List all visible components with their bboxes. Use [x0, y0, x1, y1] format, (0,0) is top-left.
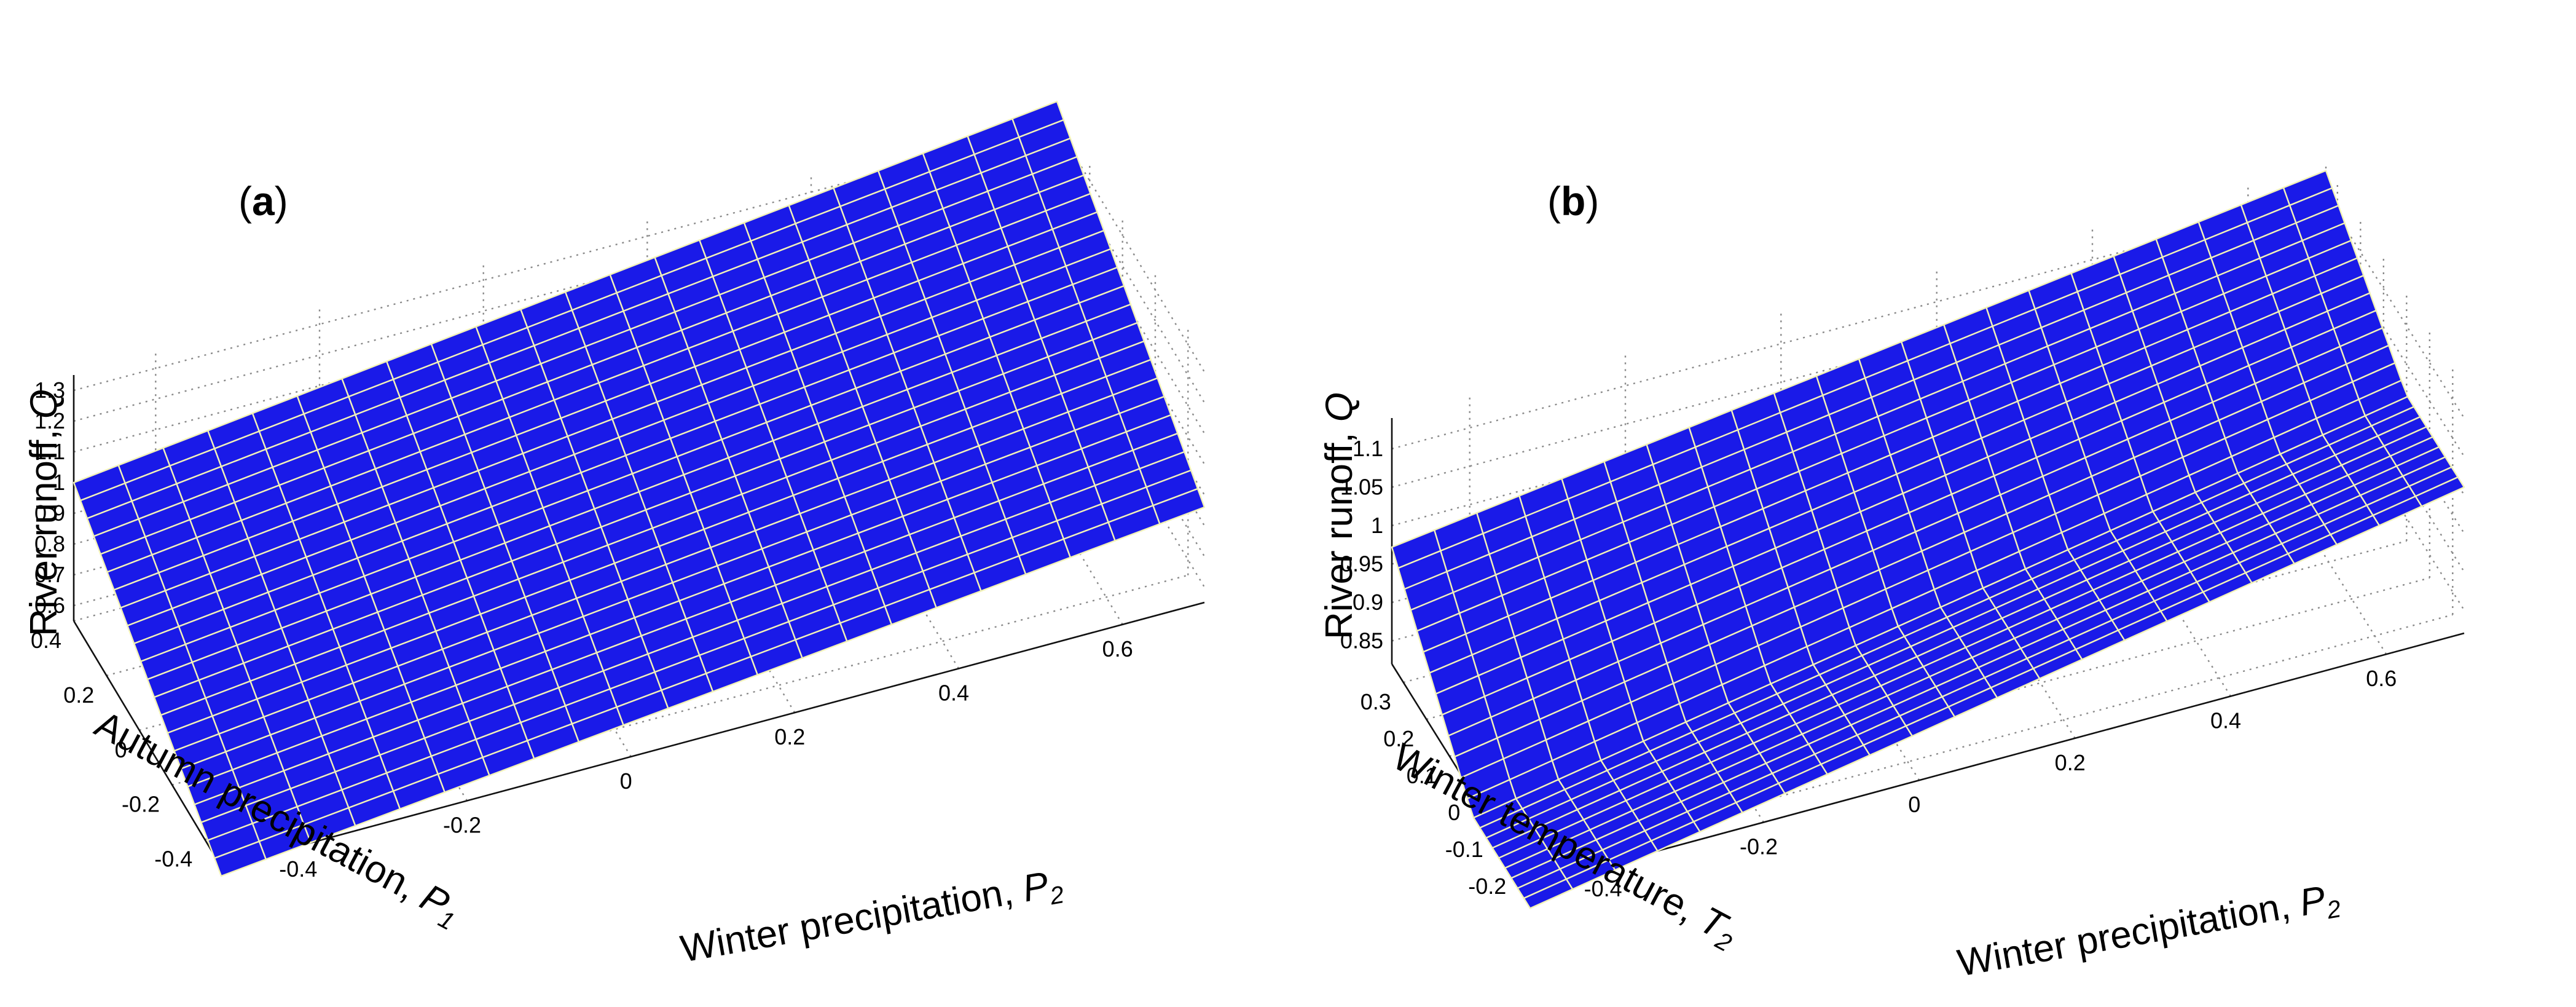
panel-a-axis-box: [73, 375, 1205, 868]
y-tick-label: 0.2: [1383, 726, 1414, 751]
z-tick-label: 1: [1371, 513, 1383, 538]
panel-a-x-ticks: -0.4 -0.2 0 0.2 0.4 0.6: [279, 636, 1133, 882]
x-tick-label: 0.2: [2055, 750, 2086, 775]
x-tick-label: 0.2: [774, 724, 805, 749]
panel-b-z-axis-label: River runoff, Q: [1318, 392, 1361, 639]
panel-b-z-ticks: 0.85 0.9 0.95 1 1.05 1.1: [1340, 436, 1383, 654]
z-tick-label: 0.95: [1340, 551, 1383, 577]
y-tick-label: -0.1: [1445, 837, 1483, 862]
gridline: [1518, 614, 2453, 868]
panel-a-surface: [73, 100, 1206, 877]
z-tick-label: 1.3: [34, 377, 65, 403]
panel-b-y-ticks: -0.2 -0.1 0 0.1 0.2 0.3: [1361, 689, 1507, 899]
y-tick-label: -0.2: [1468, 874, 1506, 899]
y-tick-label: -0.4: [154, 847, 192, 872]
panel-b-x-ticks: -0.4 -0.2 0 0.2 0.4 0.6: [1584, 666, 2397, 901]
x-tick-label: -0.4: [279, 856, 317, 882]
x-tick-label: -0.4: [1584, 876, 1622, 901]
x-axis-line: [1530, 632, 2465, 887]
x-tick-label: 0.4: [938, 681, 969, 706]
z-tick-label: 0.8: [34, 531, 65, 556]
z-tick-label: 0.85: [1340, 628, 1383, 654]
z-tick-label: 0.9: [34, 500, 65, 526]
z-tick-label: 1: [53, 470, 65, 495]
z-tick-label: 1.1: [34, 439, 65, 464]
x-tick-label: -0.2: [443, 813, 481, 838]
panel-b-x-axis-label: Winter precipitation, P2: [1954, 876, 2342, 989]
gridline: [73, 186, 1058, 453]
panel-a-y-ticks: -0.4 -0.2 0 0.2 0.4: [31, 628, 192, 872]
gridline: [2325, 196, 2465, 419]
panel-a-z-ticks: 0.6 0.7 0.8 0.9 1 1.1 1.2 1.3: [34, 377, 65, 618]
z-tick-label: 0.7: [34, 562, 65, 587]
z-tick-label: 0.6: [34, 593, 65, 618]
y-tick-label: 0.3: [1361, 689, 1391, 714]
y-tick-label: 0: [115, 737, 127, 762]
panel-b: 0.85 0.9 0.95 1 1.05 1.1 -0.2 -0.1 0 0.1 0.2 0.3 -…: [1318, 166, 2465, 989]
y-tick-label: 0.2: [63, 682, 94, 708]
panel-a-label: (a): [238, 178, 288, 224]
x-axis-line: [221, 601, 1205, 868]
surface-cell: [213, 840, 267, 877]
gridline: [73, 125, 1058, 392]
z-tick-label: 1.2: [34, 408, 65, 433]
panel-a: 0.6 0.7 0.8 0.9 1 1.1 1.2 1.3 -0.4 -0.2 0 0.2 0.4 -…: [23, 100, 1206, 975]
panel-a-x-axis-label: Winter precipitation, P2: [677, 862, 1066, 975]
y-axis-line: [73, 620, 222, 867]
gridline: [2325, 350, 2465, 572]
gridline: [73, 156, 1058, 422]
y-tick-label: 0: [1448, 800, 1460, 825]
y-tick-label: 0.1: [1407, 763, 1437, 788]
y-tick-label: -0.2: [122, 792, 160, 817]
gridline: [2325, 388, 2465, 611]
z-tick-label: 0.9: [1353, 590, 1383, 615]
x-tick-label: 0.4: [2210, 708, 2241, 733]
surface-cell: [1523, 878, 1574, 909]
panel-b-surface: [1391, 170, 2465, 909]
x-tick-label: 0.6: [1102, 636, 1133, 661]
gridline: [1495, 577, 2430, 831]
x-tick-label: 0: [620, 768, 632, 794]
panel-b-label: (b): [1547, 178, 1599, 224]
x-tick-label: -0.2: [1740, 834, 1778, 859]
y-tick-label: 0.4: [31, 628, 61, 653]
x-tick-label: 0.6: [2366, 666, 2397, 691]
gridline: [2325, 234, 2465, 457]
panel-a-z-axis-label: River runoff, Q: [23, 389, 65, 636]
z-tick-label: 1.1: [1353, 436, 1383, 461]
x-tick-label: 0: [1908, 792, 1920, 817]
z-tick-label: 1.05: [1340, 475, 1383, 500]
